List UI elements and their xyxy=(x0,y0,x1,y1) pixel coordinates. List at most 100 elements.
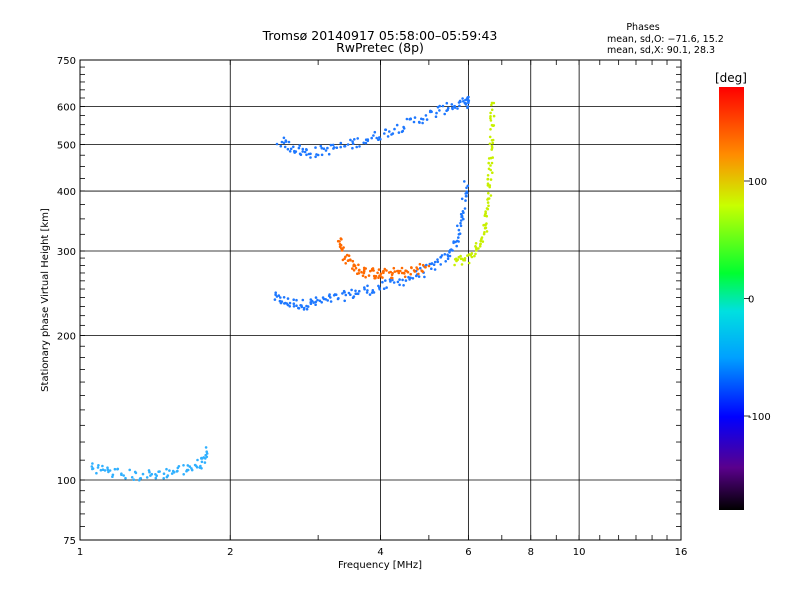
data-point xyxy=(449,248,452,252)
data-point xyxy=(322,147,326,150)
data-point xyxy=(150,472,154,476)
data-point xyxy=(401,129,405,133)
data-point xyxy=(467,101,470,104)
data-point xyxy=(349,259,352,262)
data-point xyxy=(453,106,457,109)
data-point xyxy=(405,269,408,273)
data-point xyxy=(417,272,420,276)
data-point xyxy=(489,111,492,115)
data-point xyxy=(489,194,493,197)
data-point xyxy=(463,257,467,260)
data-point xyxy=(391,272,394,275)
data-point xyxy=(461,257,464,261)
data-point xyxy=(320,146,324,150)
data-point xyxy=(295,304,298,308)
data-point xyxy=(413,116,417,119)
data-point xyxy=(292,305,296,308)
data-point xyxy=(456,107,459,110)
data-point xyxy=(462,100,465,103)
data-point xyxy=(339,141,343,145)
data-point xyxy=(445,101,449,105)
data-point xyxy=(95,471,98,475)
data-point xyxy=(459,212,463,216)
data-point xyxy=(401,278,404,282)
data-point xyxy=(450,103,454,106)
data-point xyxy=(352,269,356,272)
data-point xyxy=(373,130,377,134)
data-point xyxy=(487,204,490,208)
data-point xyxy=(165,467,168,471)
data-point xyxy=(446,254,450,258)
data-point xyxy=(347,259,350,262)
data-points xyxy=(90,95,496,482)
data-point xyxy=(423,275,426,279)
data-point xyxy=(366,289,369,292)
legend-o-mode: mean, sd,O: −71.6, 15.2 xyxy=(607,34,724,45)
data-point xyxy=(473,254,476,258)
data-point xyxy=(277,294,281,297)
data-point xyxy=(158,470,161,473)
data-point xyxy=(329,300,333,303)
data-point xyxy=(353,264,357,268)
data-point xyxy=(396,280,400,284)
data-point xyxy=(479,239,483,243)
data-point xyxy=(455,259,458,263)
data-point xyxy=(425,263,428,267)
data-point xyxy=(457,255,461,259)
data-point xyxy=(393,270,397,273)
data-point xyxy=(353,138,356,141)
data-point xyxy=(448,251,451,254)
data-point xyxy=(384,128,388,132)
data-point xyxy=(351,146,354,150)
data-point xyxy=(419,266,422,270)
data-point xyxy=(491,156,495,159)
data-point xyxy=(305,307,309,311)
data-point xyxy=(463,180,466,183)
data-point xyxy=(329,143,333,147)
data-point xyxy=(436,258,439,261)
data-point xyxy=(446,257,450,261)
data-point xyxy=(116,467,120,471)
data-point xyxy=(334,293,338,297)
data-point xyxy=(460,197,464,201)
data-point xyxy=(372,269,375,272)
data-point xyxy=(430,110,433,114)
data-point xyxy=(397,131,401,134)
data-point xyxy=(402,127,406,130)
data-point xyxy=(377,268,381,271)
data-point xyxy=(459,100,462,104)
x-tick-label: 16 xyxy=(675,547,688,558)
data-point xyxy=(399,269,402,273)
data-point xyxy=(377,276,380,280)
data-point xyxy=(438,109,441,112)
data-point xyxy=(309,152,312,156)
data-point xyxy=(487,157,491,160)
data-point xyxy=(120,472,123,476)
data-point xyxy=(490,144,494,148)
data-point xyxy=(438,104,442,108)
data-point xyxy=(314,303,317,307)
data-point xyxy=(155,474,158,478)
data-point xyxy=(464,194,468,198)
data-point xyxy=(490,148,494,151)
data-point xyxy=(101,468,105,472)
x-tick-label: 2 xyxy=(227,547,233,558)
data-point xyxy=(436,260,440,264)
data-point xyxy=(295,298,298,302)
data-point xyxy=(412,120,416,124)
data-point xyxy=(343,291,346,294)
data-point xyxy=(288,150,292,153)
x-tick-label: 1 xyxy=(77,547,83,558)
data-point xyxy=(374,274,378,278)
data-point xyxy=(491,141,495,145)
x-tick-label: 6 xyxy=(465,547,471,558)
data-point xyxy=(397,269,400,273)
data-point xyxy=(490,103,493,107)
data-point xyxy=(410,266,413,269)
data-point xyxy=(286,303,290,307)
data-point xyxy=(459,221,462,225)
data-point xyxy=(193,463,197,467)
data-point xyxy=(282,296,286,299)
data-point xyxy=(391,276,394,280)
data-point xyxy=(482,223,485,227)
